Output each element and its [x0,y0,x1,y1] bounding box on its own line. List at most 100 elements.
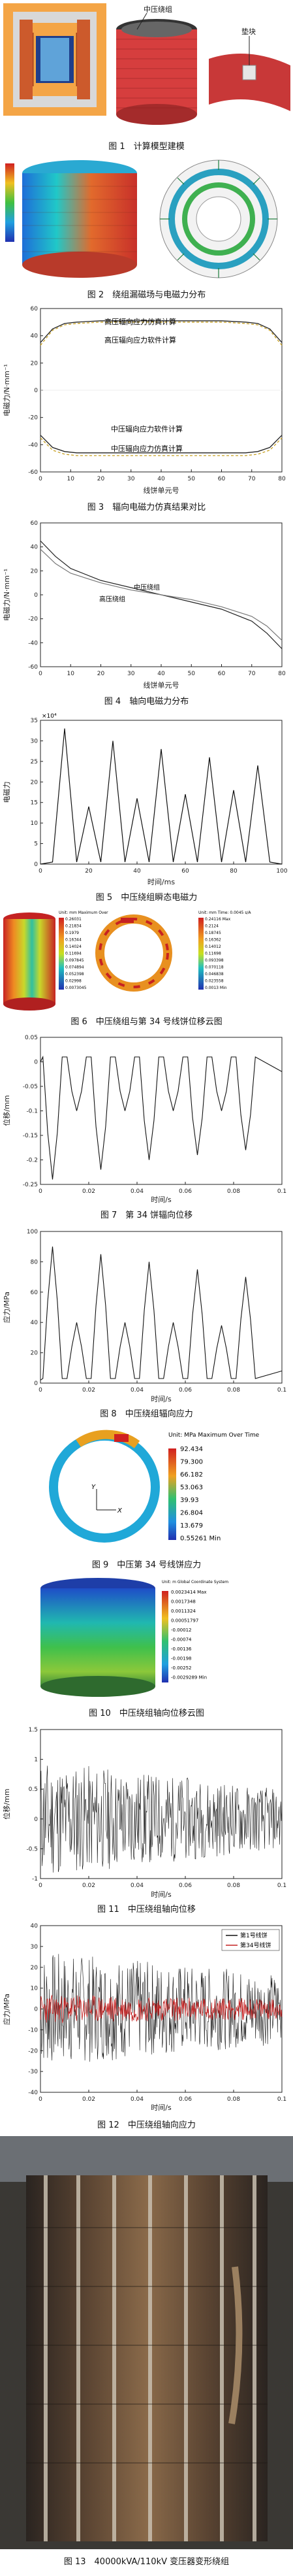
ytick-label: -0.1 [26,1109,38,1115]
xtick-label: 30 [127,476,135,482]
legend-value: 0.16362 [205,938,221,943]
legend-value: 0.0013 Min [205,986,227,990]
ytick-label: 0 [34,861,38,868]
ytick-label: 30 [31,1944,39,1950]
figure-12: 0 0.02 0.04 0.06 0.08 0.1 -40 -30 -20 -10 0 10 20 30 4… [0,1919,293,2115]
fig8-ylabel: 应力/MPa [2,1292,11,1323]
xtick-label: 0.04 [131,1882,144,1889]
figure-3: 0 10 20 30 40 50 60 70 80 -60 -40 -20 0 20 40 60 高压辐向应力… [0,302,293,498]
xtick-label: 0.04 [131,1387,144,1394]
figure-1-model-image: 中压绕组 垫块 [3,3,290,125]
xtick-label: 0.02 [82,1882,95,1889]
figure-7: 0 0.02 0.04 0.06 0.08 0.1 0.05 0 -0.05 -0.1 -0.15 -… [0,1031,293,1206]
fig12-legend-item-1: 第34号线饼 [240,1941,271,1949]
ytick-label: -20 [28,415,38,422]
figure-9-caption: 图 9 中压第 34 号线饼应力 [91,1560,202,1570]
ytick-label: 60 [31,1290,39,1296]
ytick-label: -1 [32,1876,38,1882]
ytick-label: -0.25 [23,1182,38,1188]
xtick-label: 10 [67,671,75,677]
legend-value: 0.11698 [205,952,221,956]
ytick-label: 0.5 [29,1786,38,1793]
figure-11: 0 0.02 0.04 0.06 0.08 0.1 -1 -0.5 0 0.5 1 1.5 时间/s … [0,1723,293,1901]
xtick-label: 0.06 [179,2096,192,2103]
legend-value: 0.2124 [205,924,219,929]
fig8-xlabel: 时间/s [151,1395,172,1403]
legend-value: 0.097845 [65,958,84,963]
fig6-right-legend-title: Unit: mm Time: 0.0045 s/A [198,911,251,915]
fig3-series-3 [40,437,283,456]
legend-value: 0.14012 [205,945,221,949]
xtick-label: 0.1 [277,1882,286,1889]
figure-2-field-image [5,159,278,278]
xtick-label: 0.1 [277,1188,286,1195]
xtick-label: 0 [39,868,42,875]
fig11-series [40,1765,283,1873]
fig5-ylabel: 电磁力 [3,782,11,803]
xtick-label: 80 [230,868,238,875]
ytick-label: -0.15 [23,1133,38,1139]
fig12-xlabel: 时间/s [151,2103,172,2112]
figure-13-caption: 图 13 40000kVA/110kV 变压器变形绕组 [63,2557,230,2567]
figure-6-caption: 图 6 中压绕组与第 34 号线饼位移云图 [70,1017,223,1027]
figure-7-chart: 0 0.02 0.04 0.06 0.08 0.1 0.05 0 -0.05 -0.1 -0.15 -… [2,1035,286,1204]
ytick-label: -40 [28,2090,38,2096]
legend-value: 0.070118 [205,965,224,970]
legend-value: 0.18745 [205,931,221,935]
figure-12-chart: 0 0.02 0.04 0.06 0.08 0.1 -40 -30 -20 -10 0 10 20 30 4… [2,1923,286,2112]
xtick-label: 0 [39,2096,42,2103]
xtick-label: 0.02 [82,1387,95,1394]
ytick-label: 0 [34,388,38,394]
fig3-annotation-0: 高压辐向应力仿真计算 [104,317,176,326]
legend-value: 0.0017348 [171,1599,196,1605]
ytick-label: -40 [28,442,38,448]
ytick-label: -0.2 [26,1158,38,1164]
xtick-label: 0.1 [277,2096,286,2103]
xtick-label: 0.08 [227,1387,240,1394]
ytick-label: 60 [31,520,39,527]
legend-value: 92.434 [180,1446,203,1453]
figure-12-caption: 图 12 中压绕组轴向应力 [97,2120,196,2130]
ytick-label: 0 [34,1816,38,1823]
fig3-annotation-3: 中压辐向应力软件计算 [111,424,183,433]
legend-value: 0.0023414 Max [171,1590,207,1595]
legend-value: 0.16344 [65,938,82,943]
fig7-ylabel: 位移/mm [2,1095,11,1126]
legend-value: 0.55261 Min [180,1535,221,1543]
fig5-yscale: ×10⁴ [42,713,57,720]
ytick-label: 40 [31,1320,39,1326]
ytick-label: 40 [31,1923,39,1930]
figure-2-caption: 图 2 绕组漏磁场与电磁力分布 [87,290,206,300]
legend-value: 0.24116 Max [205,917,231,922]
fig5-series [40,728,283,865]
ytick-label: -30 [28,2069,38,2075]
figure-7-caption: 图 7 第 34 饼辐向位移 [100,1211,193,1220]
legend-value: 0.0073045 [65,986,87,990]
figure-13 [0,2136,293,2549]
ytick-label: -20 [28,2048,38,2054]
label-spacer: 垫块 [241,27,256,36]
xtick-label: 0.04 [131,1188,144,1195]
figure-5-chart: ×10⁴ 0 20 40 60 80 100 0 5 10 15 20 25 30 35 时间/ms 电磁… [3,713,288,886]
xtick-label: 20 [97,671,105,677]
ytick-label: -10 [28,2027,38,2033]
figure-10-axial-displacement-image: Unit: m Global Coordinate System 0.00234… [40,1578,228,1697]
fig9-legend-title: Unit: MPa Maximum Over Time [168,1432,260,1439]
fig3-annotation-1: 高压辐向应力软件计算 [104,335,176,344]
xtick-label: 70 [248,671,256,677]
figure-3-caption: 图 3 辐向电磁力仿真结果对比 [87,503,206,512]
ytick-label: -0.5 [26,1846,38,1852]
figure-4-caption: 图 4 轴向电磁力分布 [104,697,189,707]
fig3-series-2 [40,435,283,454]
ytick-label: 10 [31,820,39,827]
xtick-label: 30 [127,671,135,677]
ytick-label: 1 [34,1757,38,1764]
fig4-ylabel: 电磁力/N·mm⁻¹ [3,569,11,621]
ytick-label: 0.05 [25,1035,38,1041]
legend-value: 26.804 [180,1510,203,1517]
ytick-label: 0 [34,1380,38,1387]
legend-value: 0.26031 [65,917,82,922]
label-mv-winding: 中压绕组 [144,5,172,14]
legend-value: -0.00012 [171,1628,191,1633]
ytick-label: 40 [31,333,39,340]
